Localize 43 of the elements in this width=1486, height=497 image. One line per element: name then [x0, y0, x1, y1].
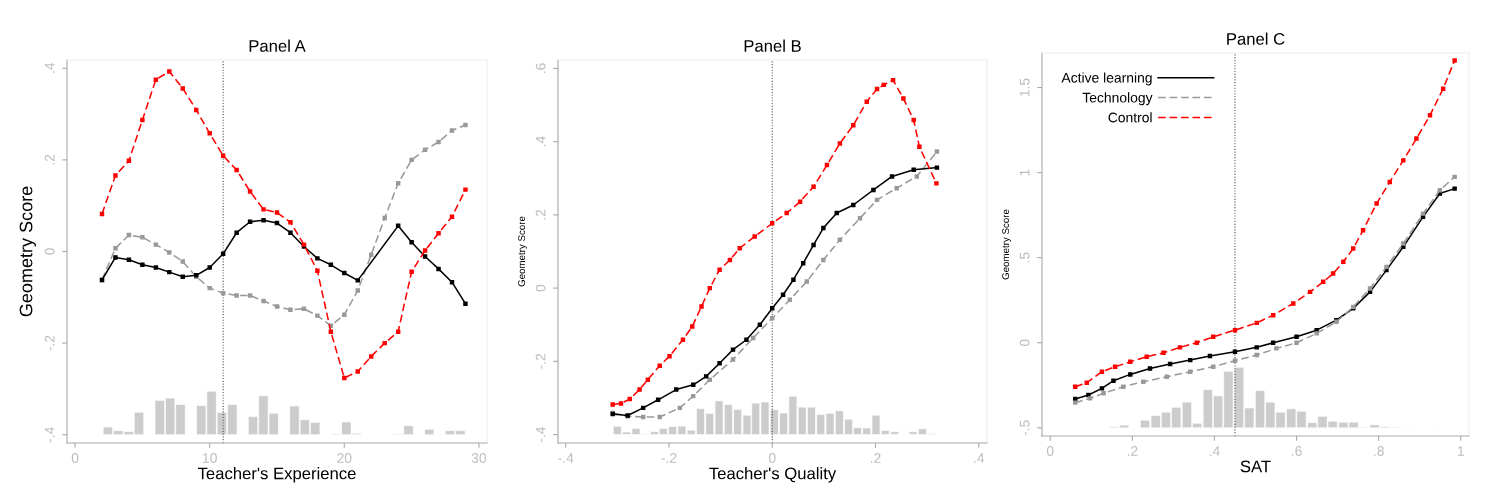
- chart-title: Panel C: [1227, 32, 1285, 45]
- x-tick-label: .8: [1374, 446, 1384, 456]
- x-tick-label: -.4: [558, 453, 574, 463]
- x-tick-label: .2: [870, 453, 881, 463]
- legend-label: Active learning: [1061, 72, 1152, 86]
- y-tick-label: .2: [535, 209, 546, 220]
- legend-label: Control: [1108, 112, 1152, 123]
- x-axis-title: Teacher's Experience: [197, 467, 356, 483]
- x-tick-label: 10: [203, 453, 217, 463]
- x-axis-title: Teacher's Quality: [709, 467, 837, 483]
- legend-label: Technology: [1082, 92, 1153, 106]
- x-tick-label: 1: [1457, 446, 1464, 456]
- y-tick-label: 1: [1019, 169, 1030, 176]
- y-tick-label: 0: [535, 284, 546, 292]
- y-tick-label: -.5: [1019, 420, 1030, 436]
- y-tick-label: .6: [535, 63, 546, 73]
- y-tick-label: -.2: [44, 335, 55, 351]
- x-tick-label: .4: [1209, 446, 1220, 456]
- y-axis-title: Geometry Score: [518, 216, 527, 287]
- chart-title: Panel A: [249, 39, 306, 52]
- x-tick-label: .2: [1127, 446, 1138, 456]
- x-tick-label: 0: [768, 453, 776, 463]
- x-tick-label: 20: [337, 453, 352, 463]
- y-tick-label: 0: [1019, 339, 1030, 347]
- y-tick-label: 0: [44, 248, 55, 255]
- x-tick-label: 30: [471, 453, 487, 463]
- y-tick-label: 1.5: [1019, 78, 1030, 97]
- y-tick-label: .4: [44, 62, 55, 73]
- y-tick-label: -.2: [535, 353, 546, 369]
- y-axis-title: Geometry Score: [19, 186, 36, 317]
- y-tick-label: -.4: [44, 427, 55, 443]
- y-axis-title: Geometry Score: [1002, 209, 1011, 280]
- chart-title: Panel B: [744, 39, 801, 52]
- x-tick-label: .6: [1292, 446, 1302, 456]
- y-tick-label: .5: [1019, 252, 1030, 263]
- x-tick-label: -.2: [661, 453, 677, 463]
- y-tick-label: .4: [535, 136, 546, 147]
- x-tick-label: 0: [71, 453, 79, 463]
- x-tick-label: .4: [974, 453, 985, 463]
- x-axis-title: SAT: [1240, 460, 1271, 473]
- y-tick-label: .2: [44, 154, 55, 165]
- y-tick-label: -.4: [535, 426, 546, 443]
- x-tick-label: 0: [1046, 446, 1054, 456]
